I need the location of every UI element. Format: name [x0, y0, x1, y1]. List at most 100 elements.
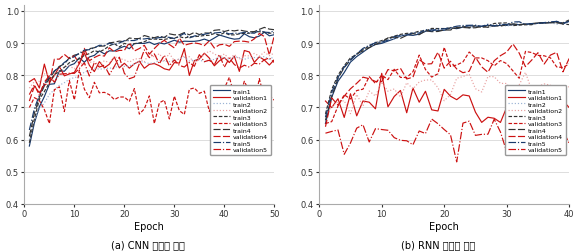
validation3: [156, 102, 163, 105]
train1: [136, 43, 143, 46]
train3: [385, 38, 392, 41]
validation5: [491, 118, 498, 121]
validation3: [231, 95, 238, 98]
train2: [76, 76, 83, 79]
train4: [181, 32, 188, 35]
train4: [106, 42, 113, 45]
validation1: [206, 57, 213, 60]
validation1: [466, 95, 473, 98]
train5: [51, 70, 58, 73]
Line: validation3: validation3: [325, 48, 569, 124]
train5: [176, 36, 183, 39]
validation1: [236, 71, 243, 74]
validation4: [416, 59, 423, 62]
train4: [41, 85, 48, 88]
train5: [71, 56, 78, 59]
train5: [372, 42, 379, 45]
validation3: [416, 54, 423, 57]
train2: [181, 56, 188, 59]
train1: [261, 32, 268, 35]
train5: [226, 33, 233, 36]
train4: [503, 24, 510, 27]
train3: [466, 27, 473, 30]
train4: [491, 25, 498, 28]
validation1: [76, 62, 83, 66]
validation5: [428, 118, 435, 121]
validation4: [328, 97, 335, 100]
train2: [111, 68, 118, 71]
train4: [101, 45, 108, 48]
train2: [372, 41, 379, 44]
train5: [497, 24, 504, 27]
train2: [503, 26, 510, 29]
validation5: [31, 84, 38, 87]
train2: [441, 29, 448, 32]
validation5: [466, 120, 473, 123]
validation4: [453, 68, 460, 71]
train2: [397, 35, 404, 38]
train5: [509, 21, 516, 24]
train4: [251, 31, 258, 34]
train5: [422, 29, 429, 32]
validation4: [360, 76, 367, 79]
validation3: [271, 99, 278, 102]
train2: [409, 32, 416, 35]
train4: [71, 54, 78, 57]
train3: [472, 25, 479, 28]
train3: [166, 38, 173, 41]
validation4: [181, 45, 188, 48]
validation5: [478, 133, 485, 136]
train2: [256, 57, 263, 60]
train5: [246, 32, 253, 35]
validation3: [353, 90, 360, 93]
validation3: [441, 47, 448, 50]
validation5: [434, 123, 441, 126]
validation4: [553, 52, 560, 55]
validation2: [66, 65, 73, 68]
validation2: [503, 83, 510, 86]
train1: [221, 36, 228, 39]
train2: [403, 34, 410, 37]
Legend: train1, validation1, train2, validation2, train3, validation3, train4, validatio: train1, validation1, train2, validation2…: [210, 86, 271, 156]
Line: train4: train4: [30, 28, 274, 137]
validation3: [385, 79, 392, 82]
validation5: [271, 62, 278, 65]
train1: [503, 25, 510, 28]
validation5: [459, 122, 466, 125]
train4: [261, 27, 268, 30]
validation3: [211, 98, 218, 101]
validation4: [126, 42, 133, 45]
validation5: [196, 54, 203, 57]
train3: [141, 41, 148, 44]
train4: [76, 53, 83, 56]
validation4: [51, 58, 58, 61]
validation3: [541, 55, 548, 58]
train4: [161, 37, 168, 40]
train2: [211, 59, 218, 62]
validation4: [176, 37, 183, 40]
validation2: [106, 62, 113, 65]
train4: [497, 25, 504, 28]
train5: [111, 44, 118, 47]
train5: [116, 42, 123, 45]
validation5: [251, 62, 258, 66]
validation2: [101, 60, 108, 63]
train3: [246, 33, 253, 36]
train1: [478, 26, 485, 29]
validation3: [181, 113, 188, 116]
train2: [516, 22, 523, 25]
validation1: [66, 73, 73, 76]
train5: [181, 33, 188, 36]
validation1: [96, 61, 103, 64]
train5: [231, 33, 238, 36]
train3: [416, 30, 423, 34]
validation2: [478, 91, 485, 94]
Legend: train1, validation1, train2, validation2, train3, validation3, train4, validatio: train1, validation1, train2, validation2…: [505, 86, 566, 156]
validation5: [528, 114, 535, 117]
validation4: [391, 70, 398, 73]
validation4: [340, 95, 347, 98]
validation4: [116, 50, 123, 53]
train3: [441, 28, 448, 31]
train4: [409, 33, 416, 36]
train1: [534, 23, 541, 26]
